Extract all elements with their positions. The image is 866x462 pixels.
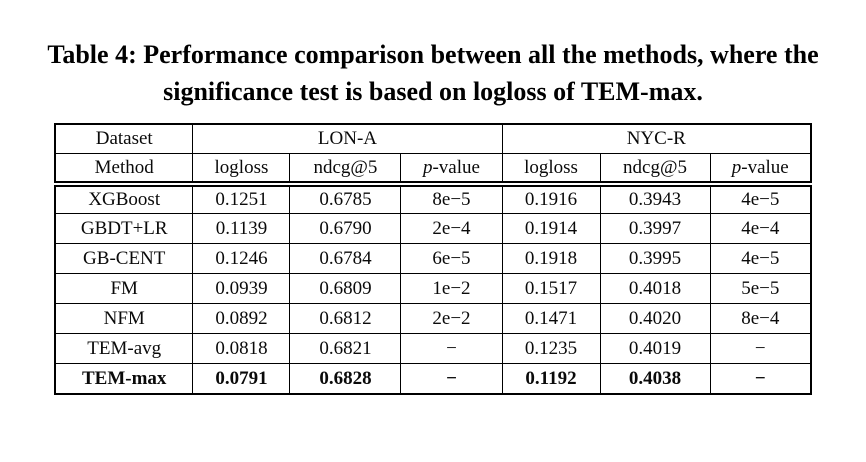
- pvalue-suffix: -value: [432, 156, 480, 178]
- cell-method: NFM: [54, 303, 194, 335]
- header-row-method: Method logloss ndcg@5 p-value logloss nd…: [54, 153, 812, 187]
- cell-nyc-pvalue: −: [709, 333, 812, 365]
- cell-nyc-logloss: 0.1471: [501, 303, 601, 335]
- cell-nyc-logloss: 0.1918: [501, 243, 601, 275]
- cell-nyc-ndcg: 0.3997: [599, 213, 711, 245]
- row-xgboost: XGBoost 0.1251 0.6785 8e−5 0.1916 0.3943…: [54, 183, 812, 215]
- cell-lon-logloss: 0.0791: [192, 363, 291, 395]
- header-pvalue-lon: p-value: [400, 153, 503, 187]
- header-dataset: Dataset: [54, 123, 194, 155]
- pvalue-p: p: [731, 156, 742, 178]
- cell-lon-ndcg: 0.6790: [289, 213, 402, 245]
- header-group-lon-a: LON-A: [192, 123, 503, 155]
- cell-nyc-pvalue: 4e−5: [709, 183, 812, 215]
- cell-method: TEM-avg: [54, 333, 194, 365]
- cell-lon-pvalue: 8e−5: [400, 183, 503, 215]
- performance-table: Dataset LON-A NYC-R Method logloss ndcg@…: [53, 122, 813, 395]
- cell-nyc-pvalue: 4e−5: [709, 243, 812, 275]
- header-logloss-nyc: logloss: [501, 153, 601, 187]
- paper-page: Table 4: Performance comparison between …: [0, 36, 866, 462]
- cell-nyc-pvalue: 4e−4: [709, 213, 812, 245]
- table-caption: Table 4: Performance comparison between …: [47, 40, 819, 107]
- cell-lon-pvalue: 2e−4: [400, 213, 503, 245]
- row-tem-avg: TEM-avg 0.0818 0.6821 − 0.1235 0.4019 −: [54, 333, 812, 365]
- cell-lon-pvalue: −: [400, 363, 503, 395]
- header-group-nyc-r: NYC-R: [501, 123, 812, 155]
- cell-nyc-ndcg: 0.4019: [599, 333, 711, 365]
- cell-nyc-pvalue: 5e−5: [709, 273, 812, 305]
- cell-nyc-logloss: 0.1517: [501, 273, 601, 305]
- cell-lon-ndcg: 0.6821: [289, 333, 402, 365]
- cell-lon-pvalue: 1e−2: [400, 273, 503, 305]
- cell-method: GB-CENT: [54, 243, 194, 275]
- cell-lon-ndcg: 0.6785: [289, 183, 402, 215]
- cell-method: XGBoost: [54, 183, 194, 215]
- row-gbdt-lr: GBDT+LR 0.1139 0.6790 2e−4 0.1914 0.3997…: [54, 213, 812, 245]
- row-fm: FM 0.0939 0.6809 1e−2 0.1517 0.4018 5e−5: [54, 273, 812, 305]
- cell-nyc-logloss: 0.1914: [501, 213, 601, 245]
- cell-method: FM: [54, 273, 194, 305]
- cell-nyc-ndcg: 0.4018: [599, 273, 711, 305]
- cell-lon-logloss: 0.1246: [192, 243, 291, 275]
- header-method: Method: [54, 153, 194, 187]
- cell-method: GBDT+LR: [54, 213, 194, 245]
- cell-lon-logloss: 0.0892: [192, 303, 291, 335]
- header-pvalue-nyc: p-value: [709, 153, 812, 187]
- cell-lon-pvalue: −: [400, 333, 503, 365]
- cell-lon-ndcg: 0.6828: [289, 363, 402, 395]
- pvalue-p: p: [422, 156, 433, 178]
- header-row-dataset: Dataset LON-A NYC-R: [54, 123, 812, 155]
- cell-lon-ndcg: 0.6809: [289, 273, 402, 305]
- cell-nyc-ndcg: 0.3995: [599, 243, 711, 275]
- cell-nyc-ndcg: 0.4038: [599, 363, 711, 395]
- header-logloss-lon: logloss: [192, 153, 291, 187]
- cell-lon-ndcg: 0.6784: [289, 243, 402, 275]
- cell-nyc-pvalue: 8e−4: [709, 303, 812, 335]
- cell-nyc-logloss: 0.1192: [501, 363, 601, 395]
- row-nfm: NFM 0.0892 0.6812 2e−2 0.1471 0.4020 8e−…: [54, 303, 812, 335]
- header-ndcg-lon: ndcg@5: [289, 153, 402, 187]
- cell-nyc-logloss: 0.1235: [501, 333, 601, 365]
- cell-lon-logloss: 0.0818: [192, 333, 291, 365]
- pvalue-suffix: -value: [741, 156, 789, 178]
- cell-lon-pvalue: 6e−5: [400, 243, 503, 275]
- cell-lon-ndcg: 0.6812: [289, 303, 402, 335]
- cell-lon-logloss: 0.0939: [192, 273, 291, 305]
- row-gb-cent: GB-CENT 0.1246 0.6784 6e−5 0.1918 0.3995…: [54, 243, 812, 275]
- cell-nyc-pvalue: −: [709, 363, 812, 395]
- cell-nyc-logloss: 0.1916: [501, 183, 601, 215]
- cell-method: TEM-max: [54, 363, 194, 395]
- cell-nyc-ndcg: 0.3943: [599, 183, 711, 215]
- header-ndcg-nyc: ndcg@5: [599, 153, 711, 187]
- cell-nyc-ndcg: 0.4020: [599, 303, 711, 335]
- cell-lon-logloss: 0.1251: [192, 183, 291, 215]
- row-tem-max: TEM-max 0.0791 0.6828 − 0.1192 0.4038 −: [54, 363, 812, 395]
- cell-lon-pvalue: 2e−2: [400, 303, 503, 335]
- cell-lon-logloss: 0.1139: [192, 213, 291, 245]
